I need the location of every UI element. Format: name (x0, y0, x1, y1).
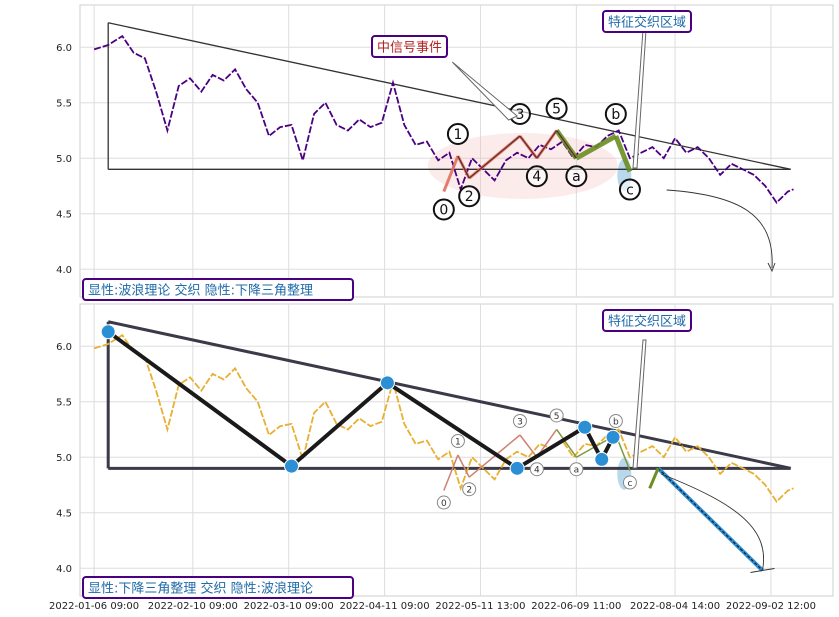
wave-label: 2 (465, 189, 474, 205)
x-tick-label: 2022-01-06 09:00 (49, 601, 139, 612)
wave-label: 2 (466, 486, 472, 496)
y-tick-label: 5.5 (56, 99, 72, 110)
y-tick-label: 6.0 (56, 342, 72, 353)
y-tick-label: 4.5 (56, 509, 72, 520)
wave-label: 1 (455, 437, 461, 447)
wave-label-circle (569, 462, 584, 477)
wave-label: b (613, 418, 619, 428)
y-tick-label: 5.0 (56, 453, 72, 464)
caption-top: 显性:波浪理论 交织 隐性:下降三角整理 (88, 283, 313, 299)
wave-segment (519, 434, 538, 458)
wave-label-circle (512, 414, 527, 429)
price-line (93, 34, 794, 204)
x-tick-label: 2022-03-10 09:00 (244, 601, 334, 612)
zigzag-pivot (605, 429, 621, 445)
wave-label-circle (604, 103, 627, 126)
y-tick-label: 4.5 (56, 210, 72, 221)
triangle-upper-line (108, 22, 791, 170)
wave-segment-core (519, 135, 538, 159)
wave-label-circle (432, 198, 455, 221)
wave-label: 5 (552, 101, 561, 117)
wave-segment (556, 429, 577, 458)
wave-label: 0 (439, 203, 448, 219)
x-tick-label: 2022-09-02 12:00 (726, 601, 816, 612)
wave-label: a (574, 466, 580, 476)
projection-curve (660, 473, 765, 571)
y-tick-label: 4.0 (56, 265, 72, 276)
wave-segment-core (457, 155, 470, 179)
x-tick-label: 2022-05-11 13:00 (435, 601, 525, 612)
y-tick-label: 5.5 (56, 398, 72, 409)
price-line (93, 333, 794, 503)
projection-curve (666, 189, 773, 269)
y-tick-label: 4.0 (56, 564, 72, 575)
wave-label: c (626, 183, 634, 199)
projection-line-core (657, 467, 763, 571)
wave-label-circle (565, 165, 588, 188)
wave-label: 0 (441, 499, 447, 509)
caption-bottom-box (82, 576, 354, 599)
projection-lead (648, 467, 660, 489)
zone-arrow (632, 339, 647, 469)
wave-label: 3 (515, 107, 524, 123)
wave-label: 5 (554, 412, 560, 422)
wave-label-circle (549, 408, 564, 423)
zigzag-pivot (577, 419, 593, 435)
zigzag-pivot (100, 324, 116, 340)
wave-label: c (627, 479, 632, 489)
x-tick-label: 2022-06-09 11:00 (531, 601, 621, 612)
zone-label: 特征交织区域 (608, 314, 686, 330)
y-tick-label: 5.0 (56, 154, 72, 165)
wave-segment-core (468, 135, 521, 179)
zigzag-pivot (284, 458, 300, 474)
wave-label: 3 (517, 418, 523, 428)
caption-bottom: 显性:下降三角整理 交织 隐性:波浪理论 (88, 581, 313, 597)
zigzag-pivot (509, 460, 525, 476)
wave-label-circle (458, 185, 481, 208)
wave-label-circle (525, 165, 548, 188)
wave-segment-core (536, 130, 558, 159)
wave-segment (468, 434, 521, 478)
x-tick-label: 2022-02-10 09:00 (148, 601, 238, 612)
wave-label-circle (608, 414, 623, 429)
wave-segment-core (556, 130, 577, 159)
caption-top-box (82, 278, 354, 301)
zone-label-box (602, 10, 692, 33)
wave-label-circle (545, 97, 568, 120)
wave-segment (613, 135, 633, 173)
y-tick-label: 6.0 (56, 43, 72, 54)
wave-label: 4 (532, 169, 541, 185)
wave-label-circle (462, 482, 477, 497)
zone-label: 特征交织区域 (608, 15, 686, 31)
zone-label-box (602, 309, 692, 332)
wave-label: a (572, 169, 581, 185)
event-label: 中信号事件 (377, 41, 442, 56)
zigzag-pivot (379, 375, 395, 391)
wave-segment (575, 133, 618, 161)
top-panel: 4.0 4.5 5.0 5.5 6.0 0 1 2 3 4 5 a b c 中信号事件 特征交织区域显性:波浪… (56, 4, 834, 301)
zigzag-pivot (594, 451, 610, 467)
event-label-box (371, 35, 448, 58)
projection-arrowhead (767, 262, 776, 273)
wave-segment (443, 454, 459, 491)
wave-segment (442, 155, 460, 193)
wave-segment (457, 454, 470, 478)
wave-label-circle (436, 495, 451, 510)
wave-label: b (611, 107, 620, 123)
x-tick-label: 2022-08-04 14:00 (630, 601, 720, 612)
wave-label-circle (622, 475, 637, 490)
wave-label: 1 (453, 127, 462, 143)
wave-label-circle (529, 462, 544, 477)
bottom-panel: 4.0 4.5 5.0 5.5 6.0 0 1 2 3 4 5 a b c 特征交织区域显性:下降三角整理 … (56, 303, 834, 599)
wave-label-circle (618, 178, 641, 201)
x-tick-label: 2022-04-11 09:00 (340, 601, 430, 612)
wave-label: 4 (534, 466, 540, 476)
triangle-upper-line (107, 320, 792, 470)
x-axis: 2022-01-06 09:00 2022-02-10 09:00 2022-03-… (49, 601, 816, 612)
event-arrow (451, 61, 519, 121)
wave-label-circle (450, 433, 465, 448)
wave-label-circle (446, 122, 469, 145)
projection-bracket (750, 567, 775, 573)
